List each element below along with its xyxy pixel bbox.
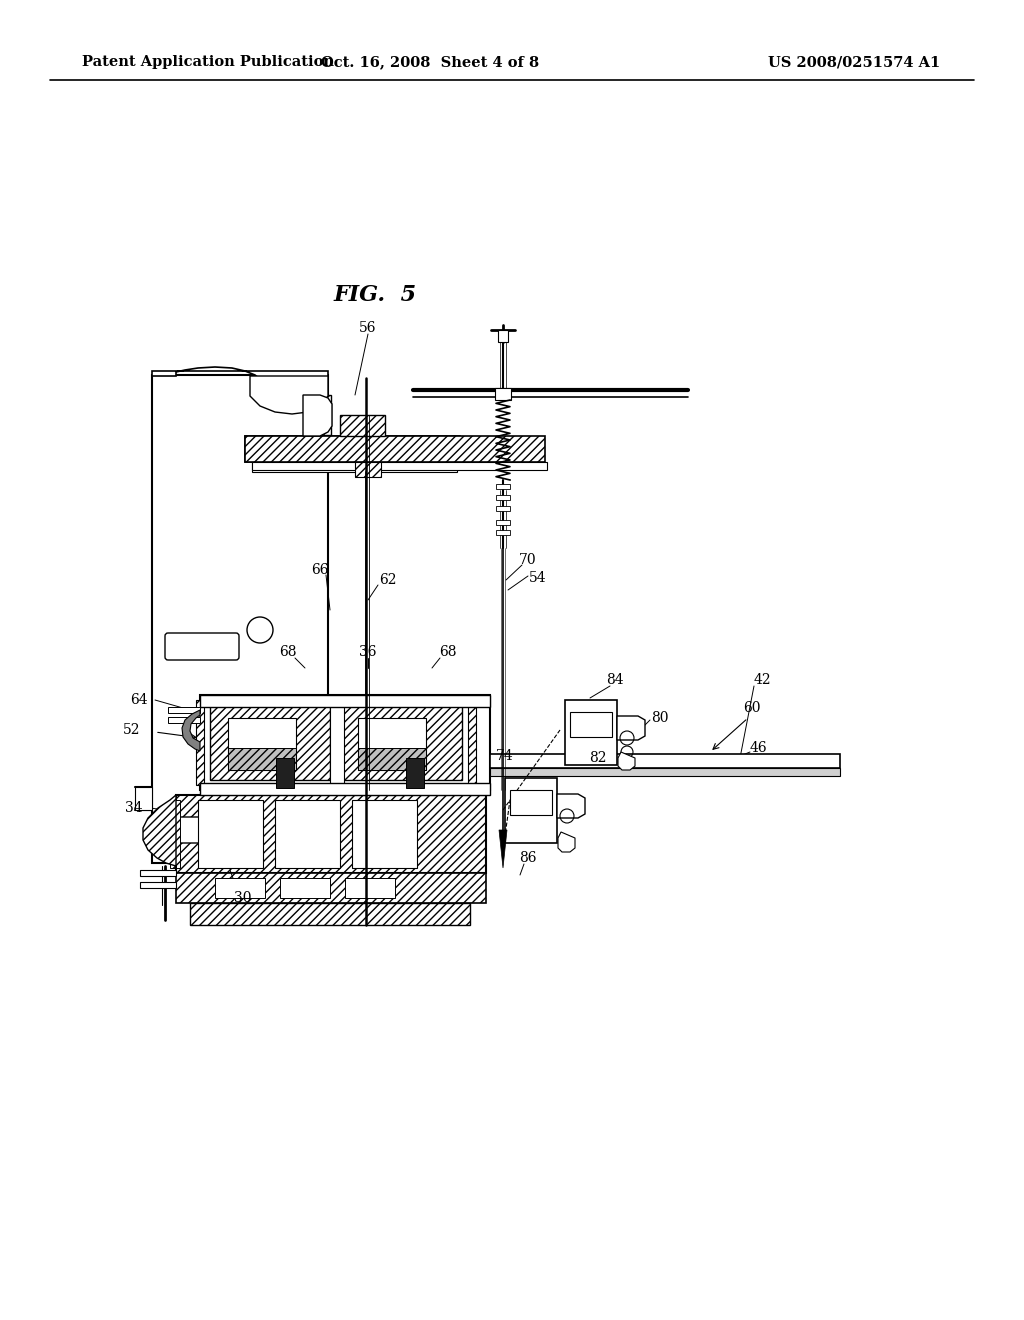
Text: 86: 86: [519, 851, 537, 865]
Bar: [135, 787, 152, 810]
Polygon shape: [557, 795, 585, 818]
Bar: [358, 718, 426, 770]
Bar: [245, 436, 460, 462]
Bar: [304, 395, 331, 436]
Text: 80: 80: [651, 711, 669, 725]
Bar: [228, 748, 296, 770]
Bar: [198, 800, 263, 869]
Bar: [152, 375, 328, 863]
Text: Patent Application Publication: Patent Application Publication: [82, 55, 334, 69]
Text: 62: 62: [379, 573, 396, 587]
Bar: [468, 700, 476, 785]
Bar: [340, 414, 385, 436]
Polygon shape: [558, 832, 575, 851]
Bar: [168, 717, 200, 723]
Text: 84: 84: [606, 673, 624, 686]
Bar: [496, 531, 510, 535]
Bar: [570, 711, 612, 737]
Bar: [200, 696, 490, 708]
Bar: [200, 783, 490, 795]
Bar: [276, 758, 294, 788]
Text: 34: 34: [125, 801, 143, 814]
Text: 46: 46: [750, 741, 767, 755]
Bar: [406, 758, 424, 788]
Bar: [215, 878, 265, 898]
Text: 66: 66: [311, 564, 329, 577]
Polygon shape: [303, 395, 332, 436]
Bar: [495, 388, 511, 400]
Text: US 2008/0251574 A1: US 2008/0251574 A1: [768, 55, 940, 69]
Polygon shape: [499, 830, 507, 869]
Text: 64: 64: [130, 693, 148, 708]
Text: 68: 68: [439, 645, 457, 659]
Bar: [510, 789, 552, 814]
Bar: [200, 696, 490, 789]
Bar: [190, 903, 470, 925]
Bar: [275, 800, 340, 869]
Text: 56: 56: [359, 321, 377, 335]
Text: Oct. 16, 2008  Sheet 4 of 8: Oct. 16, 2008 Sheet 4 of 8: [321, 55, 539, 69]
Text: 82: 82: [589, 751, 607, 766]
Bar: [505, 777, 557, 843]
Bar: [355, 462, 381, 477]
Bar: [330, 696, 344, 789]
Bar: [490, 768, 840, 776]
Bar: [176, 873, 486, 903]
Bar: [176, 795, 486, 873]
Polygon shape: [250, 376, 328, 414]
Text: 30: 30: [234, 891, 252, 906]
Text: 54: 54: [529, 572, 547, 585]
Bar: [140, 870, 176, 876]
Bar: [496, 484, 510, 488]
Bar: [280, 878, 330, 898]
Bar: [490, 754, 840, 768]
Bar: [358, 748, 426, 770]
Bar: [565, 700, 617, 766]
Bar: [252, 462, 457, 473]
Bar: [496, 506, 510, 511]
Text: 42: 42: [754, 673, 771, 686]
Text: 68: 68: [280, 645, 297, 659]
Polygon shape: [617, 715, 645, 741]
Bar: [228, 718, 296, 770]
Bar: [342, 705, 462, 780]
Text: 60: 60: [743, 701, 761, 715]
FancyBboxPatch shape: [162, 817, 231, 843]
Bar: [196, 700, 204, 785]
Bar: [496, 495, 510, 500]
FancyBboxPatch shape: [165, 634, 239, 660]
Polygon shape: [143, 795, 176, 873]
Bar: [210, 705, 330, 780]
Bar: [140, 882, 176, 888]
Polygon shape: [618, 752, 635, 770]
Text: FIG.  5: FIG. 5: [334, 284, 417, 306]
Text: 52: 52: [123, 723, 140, 737]
Bar: [168, 708, 200, 713]
Bar: [496, 520, 510, 525]
Bar: [345, 878, 395, 898]
Bar: [245, 436, 545, 462]
Bar: [352, 800, 417, 869]
Bar: [170, 800, 180, 869]
Text: 36: 36: [359, 645, 377, 659]
Text: 70: 70: [519, 553, 537, 568]
Text: 74: 74: [496, 748, 514, 763]
Bar: [252, 462, 547, 470]
Polygon shape: [182, 710, 200, 751]
Polygon shape: [152, 367, 328, 379]
Bar: [498, 330, 508, 342]
